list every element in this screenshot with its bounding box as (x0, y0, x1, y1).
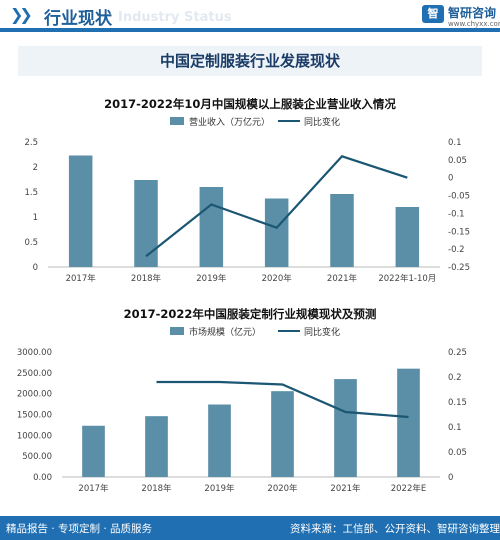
chart1-ytick-label: 0.5 (24, 238, 38, 248)
chart2-ytick-label: 2000.00 (17, 390, 52, 400)
chart2-y2tick-label: 0.25 (448, 348, 467, 358)
chart1-legend-bar-swatch (170, 117, 184, 125)
chart2-bar (334, 379, 357, 477)
chart1-legend-line-label: 同比变化 (304, 116, 340, 128)
chart1-bar (330, 194, 354, 267)
chart2-bar (271, 391, 294, 477)
chart1-bar (395, 207, 420, 267)
header-divider (0, 28, 500, 32)
chart1-ytick-label: 1 (33, 213, 38, 223)
chevron-right-icon: ❯❯ (10, 5, 33, 24)
chart1-bar (199, 187, 224, 267)
chart2-xtick-label: 2017年 (78, 483, 109, 494)
footer-slogan: 精品报告 · 专项定制 · 品质服务 (6, 523, 153, 535)
chart2-xtick-label: 2021年 (330, 483, 361, 494)
chart1-xtick-label: 2022年1-10月 (378, 273, 436, 284)
banner-title: 中国定制服装行业发展现状 (159, 52, 340, 70)
chart2-legend-bar-swatch (170, 327, 184, 335)
chart1-bar (264, 198, 289, 267)
logo-name: 智研咨询 (448, 6, 497, 20)
chart2-bar (397, 368, 420, 477)
chart1-y2tick-label: 0.05 (448, 156, 467, 166)
chart2-y2tick-label: 0.15 (448, 398, 467, 408)
chart1-y2tick-label: -0.25 (448, 263, 470, 273)
chart2-market-size: 市场规模（亿元） 同比变化 0.00 500.00 1000.00 1500.00 2000… (17, 326, 467, 494)
chart1-xtick-label: 2018年 (131, 273, 162, 284)
chart1-ytick-label: 2 (33, 163, 38, 173)
chart2-bar (145, 416, 168, 477)
chart1-bar (134, 180, 158, 267)
chart2-ytick-label: 500.00 (22, 452, 52, 462)
chart1-xtick-label: 2021年 (327, 273, 358, 284)
chart1-xtick-label: 2017年 (66, 273, 97, 284)
chart2-ytick-label: 0.00 (33, 473, 52, 483)
logo-icon: 智 (422, 5, 444, 23)
chart1-y2tick-label: 0 (448, 174, 453, 184)
chart2-y2tick-label: 0 (448, 473, 453, 483)
logo-url: www.chyxx.com (448, 20, 500, 28)
chart2-y2tick-label: 0.1 (448, 423, 462, 433)
chart2-legend-line-label: 同比变化 (304, 326, 340, 338)
chart1-ytick-label: 2.5 (24, 138, 38, 148)
chart1-bar (68, 155, 93, 267)
chart2-ytick-label: 2500.00 (17, 369, 52, 379)
chart2-xtick-label: 2020年 (267, 483, 298, 494)
chart1-ytick-label: 1.5 (24, 188, 38, 198)
chart2-ytick-label: 1000.00 (17, 431, 52, 441)
chart2-ytick-label: 3000.00 (17, 348, 52, 358)
chart2-xtick-label: 2022年E (391, 483, 427, 494)
header-title: 行业现状 (44, 9, 112, 29)
chart1-xtick-label: 2019年 (196, 273, 227, 284)
chart1-y2tick-label: -0.1 (448, 209, 465, 219)
chart2-title: 2017-2022年中国服装定制行业规模现状及预测 (123, 307, 377, 321)
page-footer (0, 516, 500, 540)
chart1-y2tick-label: -0.15 (448, 227, 470, 237)
header-watermark: Industry Status (118, 10, 232, 25)
footer-source: 资料来源：工信部、公开资料、智研咨询整理 (290, 523, 500, 535)
chart2-y2tick-label: 0.05 (448, 448, 467, 458)
chart1-title: 2017-2022年10月中国规模以上服装企业营业收入情况 (104, 97, 396, 111)
chart1-y2tick-label: 0.1 (448, 138, 462, 148)
chart2-line-series (156, 380, 409, 419)
chart1-y2tick-label: -0.05 (448, 192, 470, 202)
chart2-bar (82, 425, 105, 477)
chart2-ytick-label: 1500.00 (17, 411, 52, 421)
chart2-legend-bar-label: 市场规模（亿元） (189, 326, 261, 338)
chart2-bar (208, 404, 231, 477)
chart1-y2tick-label: -0.2 (448, 245, 465, 255)
chart1-ytick-label: 0 (33, 263, 38, 273)
chart1-line-series (145, 155, 408, 258)
chart1-revenue: 营业收入（万亿元） 同比变化 0 0.5 1 1.5 2 2.5 -0.25 -0.2 -0.15 -… (24, 116, 470, 284)
banner-background (18, 46, 482, 76)
chart1-legend-bar-label: 营业收入（万亿元） (189, 116, 270, 128)
chart2-y2tick-label: 0.2 (448, 373, 462, 383)
chart2-xtick-label: 2018年 (141, 483, 172, 494)
chart2-xtick-label: 2019年 (204, 483, 235, 494)
chart1-xtick-label: 2020年 (262, 273, 293, 284)
